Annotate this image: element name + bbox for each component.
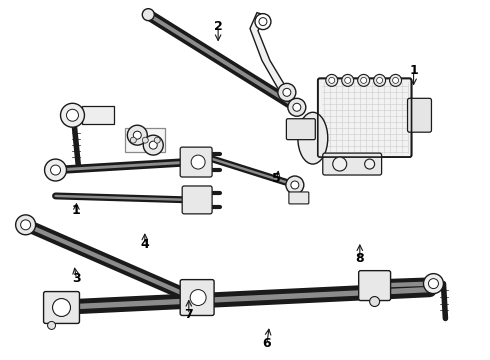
Text: 3: 3 — [72, 272, 81, 285]
Text: 2: 2 — [214, 20, 222, 33]
Circle shape — [345, 77, 351, 84]
Circle shape — [291, 181, 299, 189]
Circle shape — [423, 274, 443, 293]
Circle shape — [377, 77, 383, 84]
Circle shape — [361, 77, 367, 84]
FancyBboxPatch shape — [289, 192, 309, 204]
FancyBboxPatch shape — [408, 98, 432, 132]
Circle shape — [392, 77, 398, 84]
Circle shape — [130, 137, 136, 143]
Circle shape — [342, 75, 354, 86]
Circle shape — [127, 125, 147, 145]
Circle shape — [326, 75, 338, 86]
Circle shape — [286, 176, 304, 194]
Circle shape — [278, 84, 296, 101]
Circle shape — [52, 298, 71, 316]
Circle shape — [67, 109, 78, 121]
Circle shape — [428, 279, 439, 289]
Circle shape — [61, 103, 84, 127]
Circle shape — [255, 14, 271, 30]
FancyBboxPatch shape — [286, 119, 315, 140]
FancyBboxPatch shape — [182, 186, 212, 214]
Circle shape — [259, 18, 267, 26]
Circle shape — [293, 103, 301, 111]
Text: 6: 6 — [263, 337, 271, 350]
Circle shape — [45, 159, 67, 181]
Circle shape — [149, 141, 157, 149]
Circle shape — [142, 9, 154, 21]
FancyBboxPatch shape — [359, 271, 391, 301]
Text: 7: 7 — [184, 308, 193, 321]
Circle shape — [21, 220, 30, 230]
Circle shape — [390, 75, 401, 86]
Polygon shape — [250, 13, 295, 98]
FancyBboxPatch shape — [180, 280, 214, 315]
Circle shape — [369, 297, 380, 306]
Text: 1: 1 — [72, 204, 81, 217]
Circle shape — [190, 289, 206, 306]
Circle shape — [191, 155, 205, 169]
FancyBboxPatch shape — [180, 147, 212, 177]
FancyBboxPatch shape — [323, 153, 382, 175]
Circle shape — [329, 77, 335, 84]
Polygon shape — [82, 106, 114, 124]
Circle shape — [143, 135, 163, 155]
Circle shape — [358, 75, 369, 86]
Circle shape — [154, 137, 160, 143]
Circle shape — [133, 131, 141, 139]
Circle shape — [48, 321, 55, 329]
Text: 8: 8 — [356, 252, 364, 265]
Text: 4: 4 — [141, 238, 149, 251]
Circle shape — [374, 75, 386, 86]
Circle shape — [50, 165, 61, 175]
Polygon shape — [125, 128, 165, 152]
Circle shape — [288, 98, 306, 116]
Text: 1: 1 — [409, 64, 418, 77]
Circle shape — [283, 88, 291, 96]
Circle shape — [142, 137, 148, 143]
FancyBboxPatch shape — [318, 78, 412, 157]
Circle shape — [365, 159, 375, 169]
Ellipse shape — [298, 112, 328, 164]
Circle shape — [16, 215, 36, 235]
Circle shape — [333, 157, 347, 171]
FancyBboxPatch shape — [44, 292, 79, 323]
Text: 5: 5 — [272, 172, 281, 185]
